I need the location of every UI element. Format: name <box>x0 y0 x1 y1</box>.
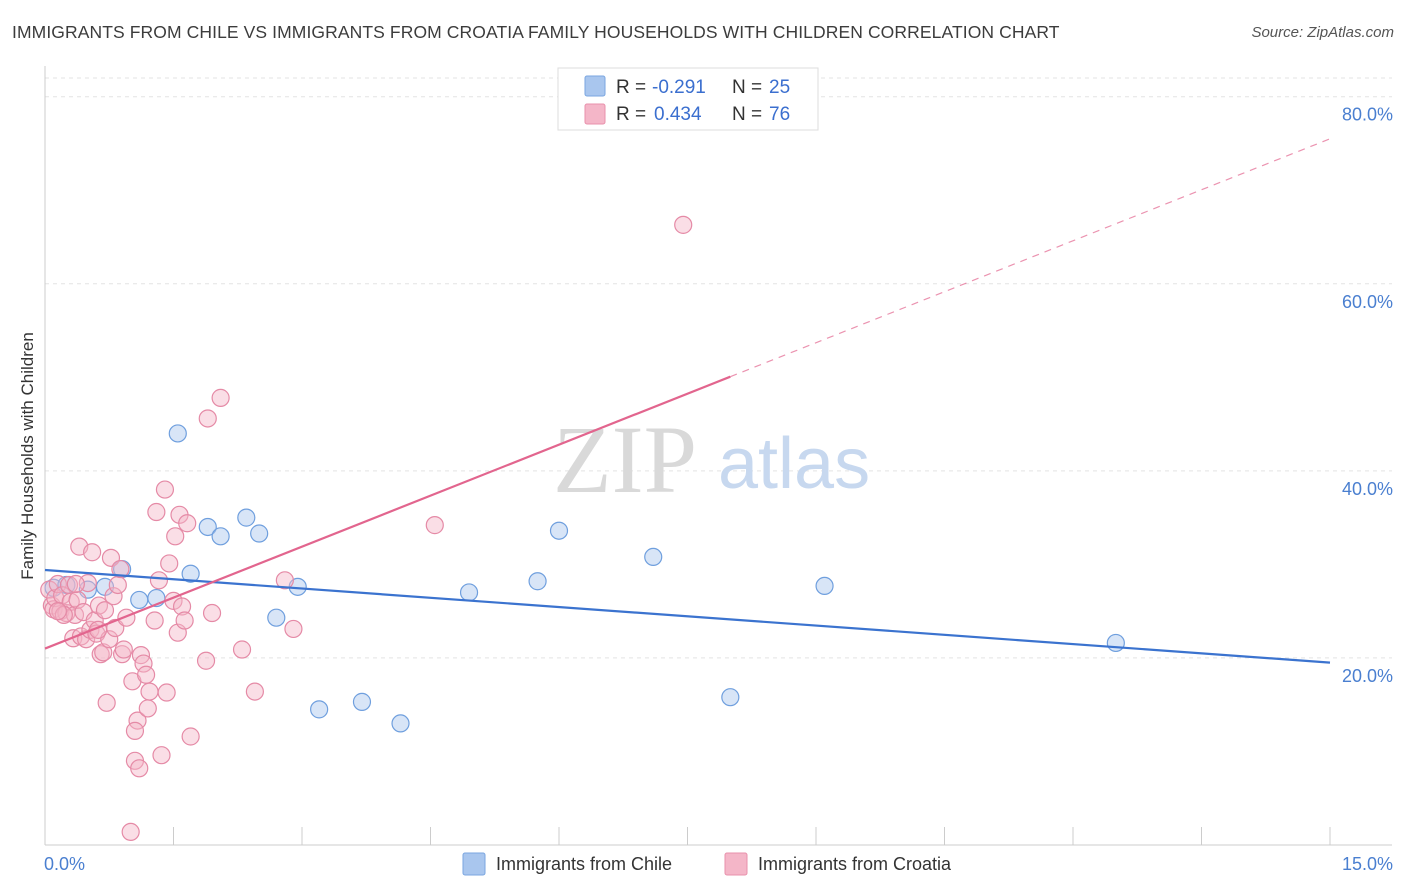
data-point <box>202 603 222 623</box>
chart-source: Source: ZipAtlas.com <box>1251 24 1394 41</box>
data-point <box>267 608 286 627</box>
data-point <box>155 480 175 499</box>
data-point <box>178 514 197 533</box>
legend-n-label-croatia: N = <box>732 104 762 125</box>
trend-line-chile <box>44 568 1331 664</box>
data-point <box>232 640 252 659</box>
data-point <box>66 574 85 594</box>
data-point <box>157 683 176 702</box>
data-point <box>459 583 479 602</box>
y-tick-label: 60.0% <box>1342 292 1393 312</box>
data-point <box>181 564 200 583</box>
data-point <box>111 559 130 579</box>
legend-r-label-croatia: R = <box>616 104 646 125</box>
legend-swatch-chile <box>584 75 606 97</box>
data-point <box>160 554 179 573</box>
data-point <box>48 602 67 621</box>
data-point <box>147 502 166 522</box>
y-tick-label: 80.0% <box>1342 105 1393 125</box>
data-point <box>211 527 230 546</box>
data-point <box>815 576 834 596</box>
trend-line-croatia <box>44 375 731 650</box>
trend-lines <box>44 138 1331 664</box>
data-point <box>211 388 230 407</box>
trend-line-croatia-extension <box>730 138 1331 378</box>
data-point <box>245 682 264 701</box>
legend-n-value-croatia: 76 <box>769 104 790 125</box>
legend-r-label-chile: R = <box>616 77 646 98</box>
data-point <box>275 571 294 590</box>
data-point <box>198 409 217 428</box>
data-point <box>140 682 159 701</box>
legend-r-value-croatia: 0.434 <box>654 104 702 125</box>
chart-title: IMMIGRANTS FROM CHILE VS IMMIGRANTS FROM… <box>12 22 1060 42</box>
legend-top: R = -0.291 N = 25 R = 0.434 N = 76 <box>557 67 819 131</box>
data-point <box>644 547 663 567</box>
data-point <box>97 693 116 712</box>
data-point <box>121 822 140 842</box>
data-point <box>145 611 164 630</box>
data-point <box>175 611 194 630</box>
data-point <box>168 424 187 443</box>
legend-swatch-croatia <box>584 103 606 125</box>
data-point <box>237 508 256 527</box>
data-point <box>152 746 171 765</box>
watermark-zip: ZIP <box>553 406 697 513</box>
legend-n-value-chile: 25 <box>769 77 790 98</box>
tick-labels: 20.0% 40.0% 60.0% 80.0% 0.0% 15.0% <box>44 105 1393 874</box>
data-point <box>196 651 216 670</box>
data-point <box>130 590 149 610</box>
data-point <box>128 711 147 730</box>
data-point <box>166 527 185 546</box>
data-point <box>136 665 156 684</box>
y-axis-title: Family Households with Children <box>18 332 37 580</box>
data-point <box>352 692 372 711</box>
data-point <box>425 516 444 535</box>
bottom-legend-swatch-chile <box>462 852 486 876</box>
data-point <box>391 714 410 733</box>
axes <box>44 66 1392 846</box>
data-point <box>91 645 110 664</box>
legend-r-value-chile: -0.291 <box>652 77 706 98</box>
data-point <box>310 700 329 719</box>
data-points <box>40 215 1125 842</box>
y-tick-label: 40.0% <box>1342 479 1393 499</box>
data-point <box>528 572 547 591</box>
y-tick-label: 20.0% <box>1342 666 1393 686</box>
data-point <box>198 517 217 537</box>
data-point <box>250 524 269 543</box>
legend-bottom: Immigrants from Chile Immigrants from Cr… <box>462 852 952 876</box>
data-point <box>674 215 693 234</box>
grid-lines <box>45 77 1392 659</box>
bottom-legend-swatch-croatia <box>724 852 748 876</box>
x-tick-label: 0.0% <box>44 854 85 874</box>
data-point <box>549 521 569 540</box>
data-point <box>108 575 127 595</box>
series-croatia <box>40 215 693 842</box>
x-tick-label: 15.0% <box>1342 854 1393 874</box>
data-point <box>721 688 740 707</box>
bottom-legend-label-chile: Immigrants from Chile <box>496 854 672 874</box>
data-point <box>83 543 102 562</box>
data-point <box>125 721 145 740</box>
data-point <box>104 587 123 606</box>
data-point <box>1106 633 1125 653</box>
legend-n-label-chile: N = <box>732 77 762 98</box>
data-point <box>284 619 303 639</box>
data-point <box>130 759 149 778</box>
data-point <box>172 597 192 616</box>
watermark: ZIP atlas <box>553 406 870 513</box>
bottom-legend-label-croatia: Immigrants from Croatia <box>758 854 952 874</box>
data-point <box>95 601 115 620</box>
data-point <box>181 727 200 746</box>
data-point <box>149 571 169 590</box>
data-point <box>134 654 153 673</box>
data-point <box>138 699 157 718</box>
data-point <box>114 640 133 659</box>
watermark-atlas: atlas <box>718 424 870 504</box>
